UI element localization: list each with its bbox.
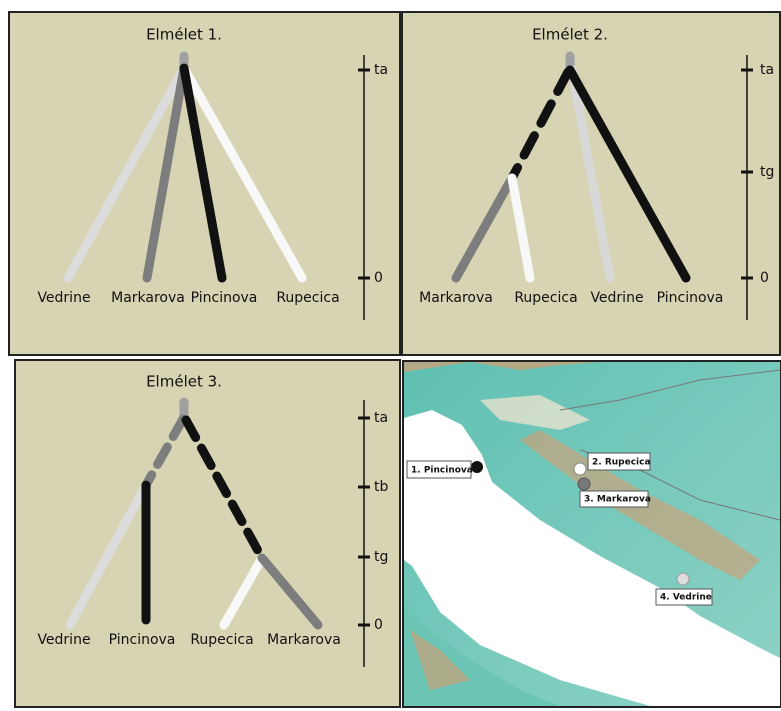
leaf-label: Markarova bbox=[111, 290, 185, 306]
leaf-label: Vedrine bbox=[37, 632, 90, 648]
panel-title: Elmélet 2. bbox=[532, 26, 608, 44]
axis-label: 0 bbox=[374, 270, 383, 286]
site-marker bbox=[578, 478, 590, 490]
leaf-label: Pincinova bbox=[191, 290, 258, 306]
map-label: 4. Vedrine bbox=[660, 593, 712, 603]
leaf-label: Markarova bbox=[419, 290, 493, 306]
axis-label: 0 bbox=[374, 617, 383, 633]
leaf-label: Pincinova bbox=[657, 290, 724, 306]
leaf-label: Pincinova bbox=[109, 632, 176, 648]
leaf-label: Vedrine bbox=[590, 290, 643, 306]
map bbox=[404, 362, 780, 706]
leaf-label: Rupecica bbox=[514, 290, 577, 306]
axis-label: ta bbox=[374, 62, 388, 78]
axis-label: tb bbox=[374, 479, 388, 495]
leaf-label: Rupecica bbox=[276, 290, 339, 306]
leaf-label: Vedrine bbox=[37, 290, 90, 306]
axis-label: 0 bbox=[760, 270, 769, 286]
map-label: 2. Rupecica bbox=[592, 458, 651, 468]
leaf-label: Markarova bbox=[267, 632, 341, 648]
panel bbox=[15, 360, 400, 707]
axis-label: ta bbox=[374, 410, 388, 426]
leaf-label: Rupecica bbox=[190, 632, 253, 648]
site-marker bbox=[574, 463, 586, 475]
axis-label: tg bbox=[374, 549, 388, 565]
axis-label: ta bbox=[760, 62, 774, 78]
site-marker bbox=[677, 573, 689, 585]
map-label: 1. Pincinova bbox=[411, 466, 473, 476]
figure: Elmélet 1. Vedrine Markarova Pincinova R… bbox=[0, 0, 781, 711]
axis-label: tg bbox=[760, 164, 774, 180]
map-label: 3. Markarova bbox=[584, 495, 651, 505]
panel-title: Elmélet 1. bbox=[146, 26, 222, 44]
panel-title: Elmélet 3. bbox=[146, 373, 222, 391]
